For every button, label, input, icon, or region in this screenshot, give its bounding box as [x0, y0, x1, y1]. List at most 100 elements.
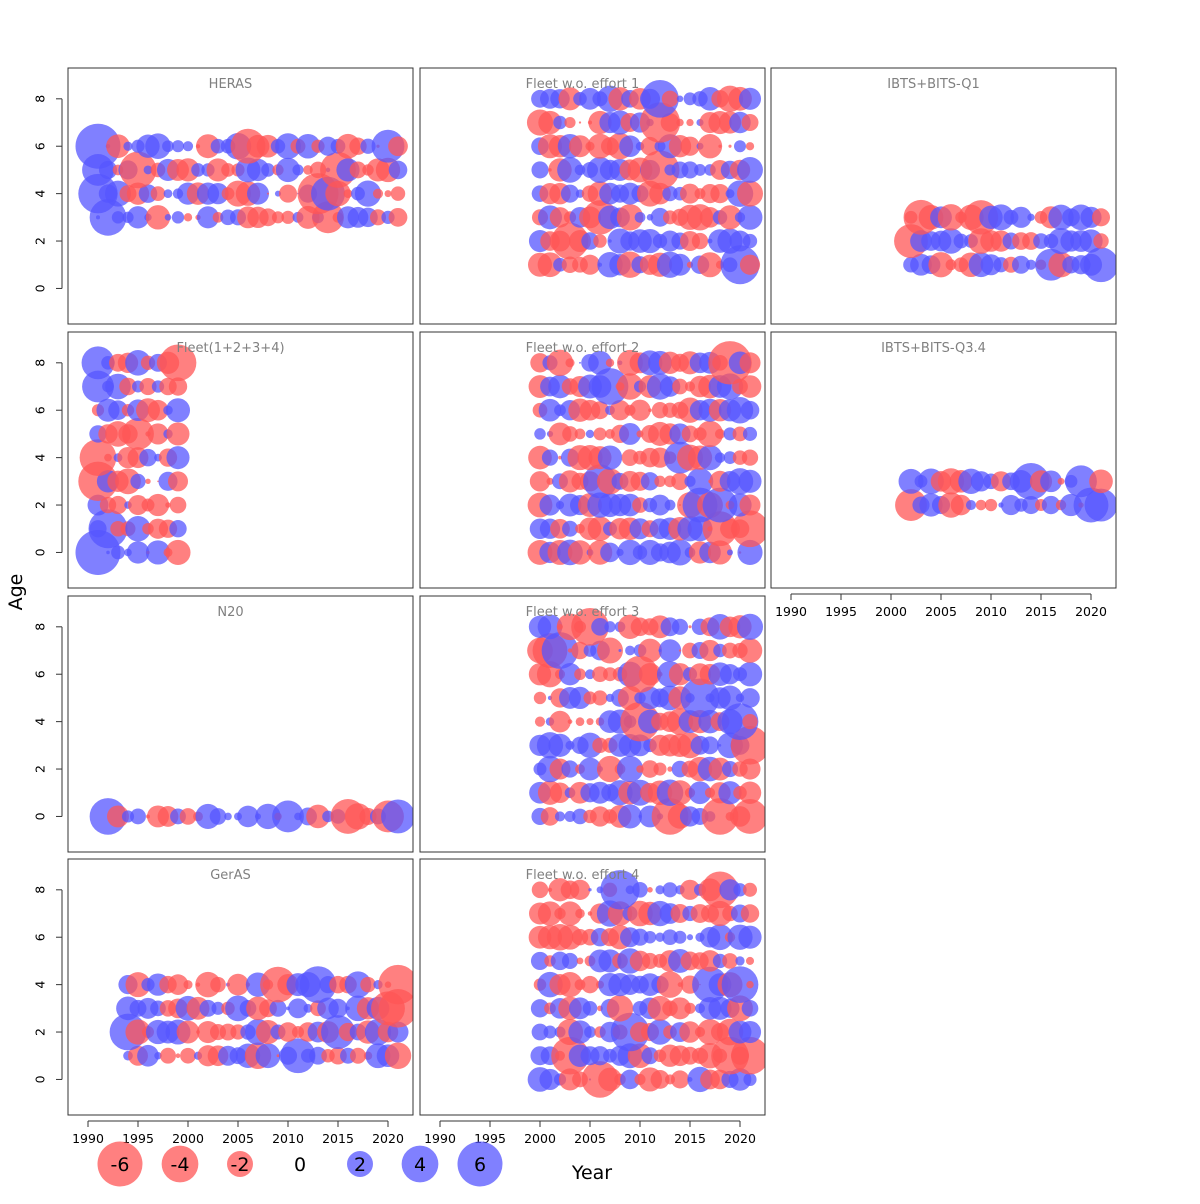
panel-frame: [770, 67, 1117, 325]
bubble: [647, 1019, 673, 1045]
bubble: [104, 453, 112, 462]
bubble: [714, 452, 726, 463]
bubble: [638, 662, 662, 686]
bubble: [640, 472, 660, 491]
bubble: [638, 638, 662, 663]
bubble: [653, 762, 667, 776]
y-tick-label: 4: [33, 454, 48, 462]
bubble: [738, 87, 762, 110]
bubble: [739, 352, 761, 374]
bubble: [600, 870, 640, 910]
bubble: [568, 686, 592, 710]
bubble: [106, 134, 130, 159]
bubble: [696, 420, 724, 448]
bubble: [578, 757, 602, 781]
bubble: [620, 1069, 640, 1090]
bubble: [165, 502, 171, 508]
bubble: [928, 252, 954, 278]
bubble: [676, 118, 684, 127]
bubble: [738, 781, 762, 804]
bubble: [707, 540, 733, 565]
x-tick-label: 1990: [424, 1131, 456, 1146]
bubble: [571, 641, 589, 660]
bubble: [145, 133, 171, 160]
bubble: [587, 516, 613, 542]
bubble: [169, 496, 187, 514]
y-tick-label: 6: [33, 142, 48, 150]
bubble: [741, 114, 759, 132]
panel-frame: [67, 67, 414, 325]
bubble: [975, 499, 987, 511]
x-tick-label: 2005: [574, 1131, 606, 1146]
bubble: [737, 204, 763, 230]
bubble: [210, 976, 226, 993]
bubble: [579, 361, 581, 364]
y-tick-label: 0: [33, 284, 48, 292]
bubble: [549, 710, 571, 733]
bubble: [176, 1020, 200, 1044]
bubble: [328, 998, 348, 1018]
panel-title: IBTS+BITS-Q3.4: [881, 341, 986, 356]
bubble: [1089, 469, 1113, 494]
y-tick-label: 2: [33, 765, 48, 773]
x-tick-label: 2005: [925, 604, 957, 619]
panel-fleet_w_o_effort_1: Fleet w.o. effort 1: [419, 67, 766, 325]
bubbles-fleet_w_o_effort_3: [527, 607, 765, 835]
bubble: [681, 425, 699, 443]
bubble: [697, 252, 723, 278]
bubble: [166, 422, 190, 446]
bubble: [679, 879, 701, 900]
x-tick-label: 2000: [172, 1131, 204, 1146]
bubble: [681, 161, 699, 179]
bubble: [533, 691, 547, 705]
bubble: [721, 703, 759, 740]
bubble: [384, 190, 392, 198]
bubble: [574, 428, 586, 440]
bubble: [738, 375, 762, 398]
bubble: [661, 90, 679, 108]
bubble: [686, 934, 694, 941]
bubble: [278, 1022, 298, 1042]
bubble: [680, 183, 700, 204]
y-axis: 0 2 4 6 8: [33, 623, 63, 820]
bubble: [654, 475, 666, 488]
bubble: [1057, 477, 1065, 485]
bubble: [306, 804, 330, 829]
bubble: [165, 398, 191, 423]
bubble: [529, 471, 551, 492]
bubble: [372, 188, 384, 199]
bubble: [534, 716, 546, 727]
bubble: [123, 141, 133, 151]
bubble: [534, 428, 546, 440]
bubble: [680, 678, 720, 718]
bubbles-fleet_w_o_effort_2: [527, 341, 765, 566]
bubble: [275, 157, 301, 183]
bubble: [546, 349, 574, 376]
bubble: [568, 1020, 592, 1044]
bubble: [953, 233, 969, 249]
bubble: [278, 184, 298, 203]
bubble: [710, 183, 730, 204]
y-tick-label: 4: [33, 718, 48, 726]
bubble: [686, 468, 714, 495]
panel-frame: [67, 858, 414, 1116]
bubble: [1040, 470, 1062, 493]
bubble: [1025, 259, 1037, 270]
bubble: [259, 208, 277, 227]
bubble: [130, 473, 146, 489]
bubble: [572, 808, 588, 825]
bubble: [662, 929, 678, 946]
bubble: [650, 1070, 670, 1089]
y-axis: 0 2 4 6 8: [33, 886, 63, 1083]
bubble: [1011, 255, 1031, 274]
y-tick-label: 4: [33, 190, 48, 198]
bubble: [1093, 233, 1109, 249]
y-tick-label: 0: [33, 1075, 48, 1083]
panel-title: Fleet w.o. effort 4: [526, 868, 640, 883]
bubble: [728, 144, 732, 148]
bubble: [139, 377, 157, 396]
bubble: [625, 645, 635, 656]
bubble: [1084, 488, 1116, 522]
panel-frame: [419, 331, 766, 589]
bubble: [280, 1038, 316, 1074]
